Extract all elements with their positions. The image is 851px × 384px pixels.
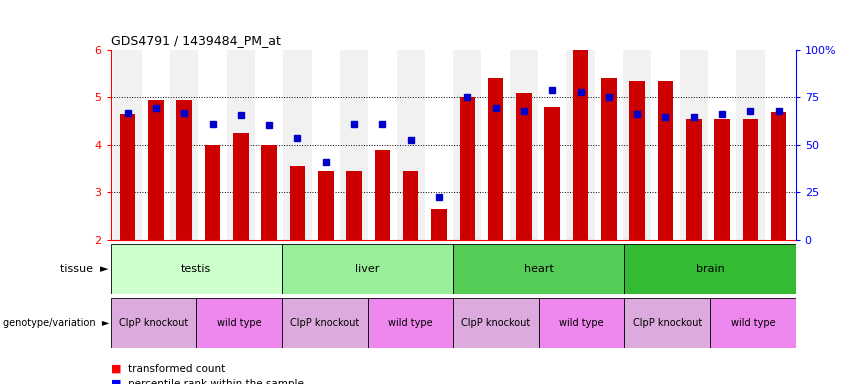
Bar <box>374 150 390 240</box>
Bar <box>630 81 645 240</box>
Bar <box>311 50 340 240</box>
Bar <box>736 50 764 240</box>
Bar <box>573 50 588 240</box>
Bar <box>255 50 283 240</box>
Bar <box>488 78 504 240</box>
Text: heart: heart <box>524 264 554 274</box>
Bar <box>425 50 453 240</box>
Bar <box>226 50 255 240</box>
Bar <box>708 50 736 240</box>
Text: wild type: wild type <box>217 318 261 328</box>
Bar <box>623 50 651 240</box>
Text: genotype/variation  ►: genotype/variation ► <box>3 318 109 328</box>
Bar <box>625 244 796 294</box>
Bar <box>453 244 625 294</box>
Bar <box>625 298 710 348</box>
Text: tissue  ►: tissue ► <box>60 264 109 274</box>
Bar <box>111 244 282 294</box>
Bar <box>743 119 758 240</box>
Text: ClpP knockout: ClpP knockout <box>290 318 359 328</box>
Bar <box>113 50 142 240</box>
Bar <box>111 298 197 348</box>
Bar <box>453 50 482 240</box>
Bar <box>282 298 368 348</box>
Bar <box>538 50 567 240</box>
Bar <box>453 298 539 348</box>
Bar <box>289 166 306 240</box>
Text: transformed count: transformed count <box>128 364 225 374</box>
Bar <box>710 298 796 348</box>
Bar <box>205 145 220 240</box>
Text: wild type: wild type <box>559 318 604 328</box>
Bar <box>545 107 560 240</box>
Text: ClpP knockout: ClpP knockout <box>119 318 188 328</box>
Bar <box>482 50 510 240</box>
Bar <box>318 171 334 240</box>
Bar <box>517 93 532 240</box>
Bar <box>283 50 311 240</box>
Text: liver: liver <box>356 264 380 274</box>
Bar <box>170 50 198 240</box>
Bar <box>714 119 730 240</box>
Bar <box>368 50 397 240</box>
Text: brain: brain <box>695 264 724 274</box>
Bar <box>658 81 673 240</box>
Bar <box>340 50 368 240</box>
Bar <box>346 171 362 240</box>
Bar <box>771 112 786 240</box>
Bar <box>595 50 623 240</box>
Bar <box>368 298 453 348</box>
Bar <box>460 98 475 240</box>
Text: percentile rank within the sample: percentile rank within the sample <box>128 379 304 384</box>
Bar <box>567 50 595 240</box>
Bar <box>120 114 135 240</box>
Text: wild type: wild type <box>730 318 775 328</box>
Bar <box>176 100 192 240</box>
Bar <box>198 50 226 240</box>
Bar <box>680 50 708 240</box>
Text: ClpP knockout: ClpP knockout <box>632 318 702 328</box>
Text: wild type: wild type <box>388 318 432 328</box>
Bar <box>764 50 793 240</box>
Bar <box>397 50 425 240</box>
Bar <box>261 145 277 240</box>
Bar <box>510 50 538 240</box>
Bar <box>686 119 701 240</box>
Bar <box>233 133 248 240</box>
Text: GDS4791 / 1439484_PM_at: GDS4791 / 1439484_PM_at <box>111 34 281 47</box>
Text: ■: ■ <box>111 364 121 374</box>
Bar <box>651 50 680 240</box>
Bar <box>601 78 617 240</box>
Bar <box>403 171 419 240</box>
Bar <box>539 298 625 348</box>
Bar <box>197 298 282 348</box>
Bar <box>431 209 447 240</box>
Bar <box>282 244 453 294</box>
Text: testis: testis <box>181 264 211 274</box>
Text: ■: ■ <box>111 379 121 384</box>
Text: ClpP knockout: ClpP knockout <box>461 318 530 328</box>
Bar <box>148 100 163 240</box>
Bar <box>142 50 170 240</box>
